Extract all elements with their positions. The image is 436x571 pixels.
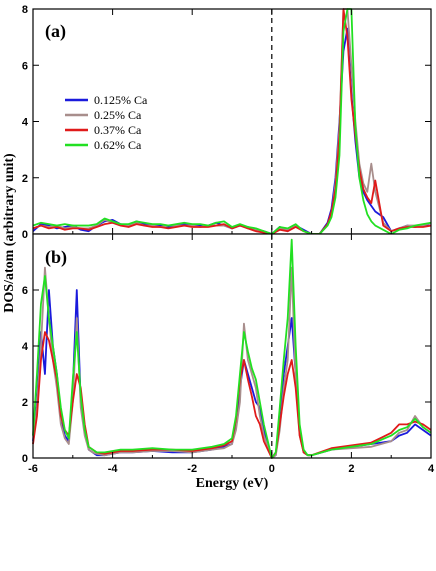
panel-b-y-tick-label: 4 [22, 341, 29, 353]
x-tick-label: -6 [28, 463, 38, 475]
x-tick-label: 4 [428, 463, 435, 475]
panel-b-y-tick-label: 6 [22, 285, 28, 297]
panel-b: -6 -4 -2 0 2 4 0 2 4 6 (b) [22, 233, 435, 475]
legend: 0.125% Ca 0.25% Ca 0.37% Ca 0.62% Ca [65, 93, 148, 152]
panel-b-ticks: -6 -4 -2 0 2 4 0 2 4 6 [22, 234, 435, 475]
panel-a-series-line-a_ca062 [32, 8, 432, 235]
panel-a-y-tick-label: 8 [22, 4, 28, 16]
panel-a-label: (a) [45, 21, 66, 42]
legend-label-ca025: 0.25% Ca [94, 108, 142, 122]
y-axis-title: DOS/atom (arbitrary unit) [2, 153, 17, 313]
legend-label-ca0125: 0.125% Ca [94, 93, 148, 107]
panel-b-frame [32, 233, 432, 459]
panel-b-y-tick-label: 0 [22, 453, 28, 465]
panel-a-y-tick-label: 0 [22, 229, 28, 241]
panel-a-series-group [32, 8, 432, 235]
panel-a: 0 2 4 6 8 (a) 0.125% Ca 0.25% Ca 0.37% Ca 0.… [22, 4, 432, 241]
x-tick-label: -2 [187, 463, 197, 475]
panel-b-label: (b) [45, 247, 67, 268]
panel-a-y-tick-label: 6 [22, 60, 28, 72]
x-tick-label: 0 [269, 463, 275, 475]
panel-b-series-line-b_ca062 [32, 238, 432, 459]
x-axis-title: Energy (eV) [196, 476, 269, 491]
panel-a-y-tick-label: 2 [22, 173, 28, 185]
x-tick-label: 2 [348, 463, 354, 475]
x-tick-label: -4 [108, 463, 119, 475]
legend-label-ca037: 0.37% Ca [94, 123, 142, 137]
panel-a-y-tick-label: 4 [22, 117, 29, 129]
panel-a-series-line-a_ca037 [32, 8, 432, 235]
legend-label-ca062: 0.62% Ca [94, 138, 142, 152]
panel-b-background [33, 234, 431, 458]
panel-a-series-line-a_ca025 [32, 8, 432, 235]
panel-b-series-group [32, 238, 432, 459]
panel-b-y-tick-label: 2 [22, 397, 28, 409]
